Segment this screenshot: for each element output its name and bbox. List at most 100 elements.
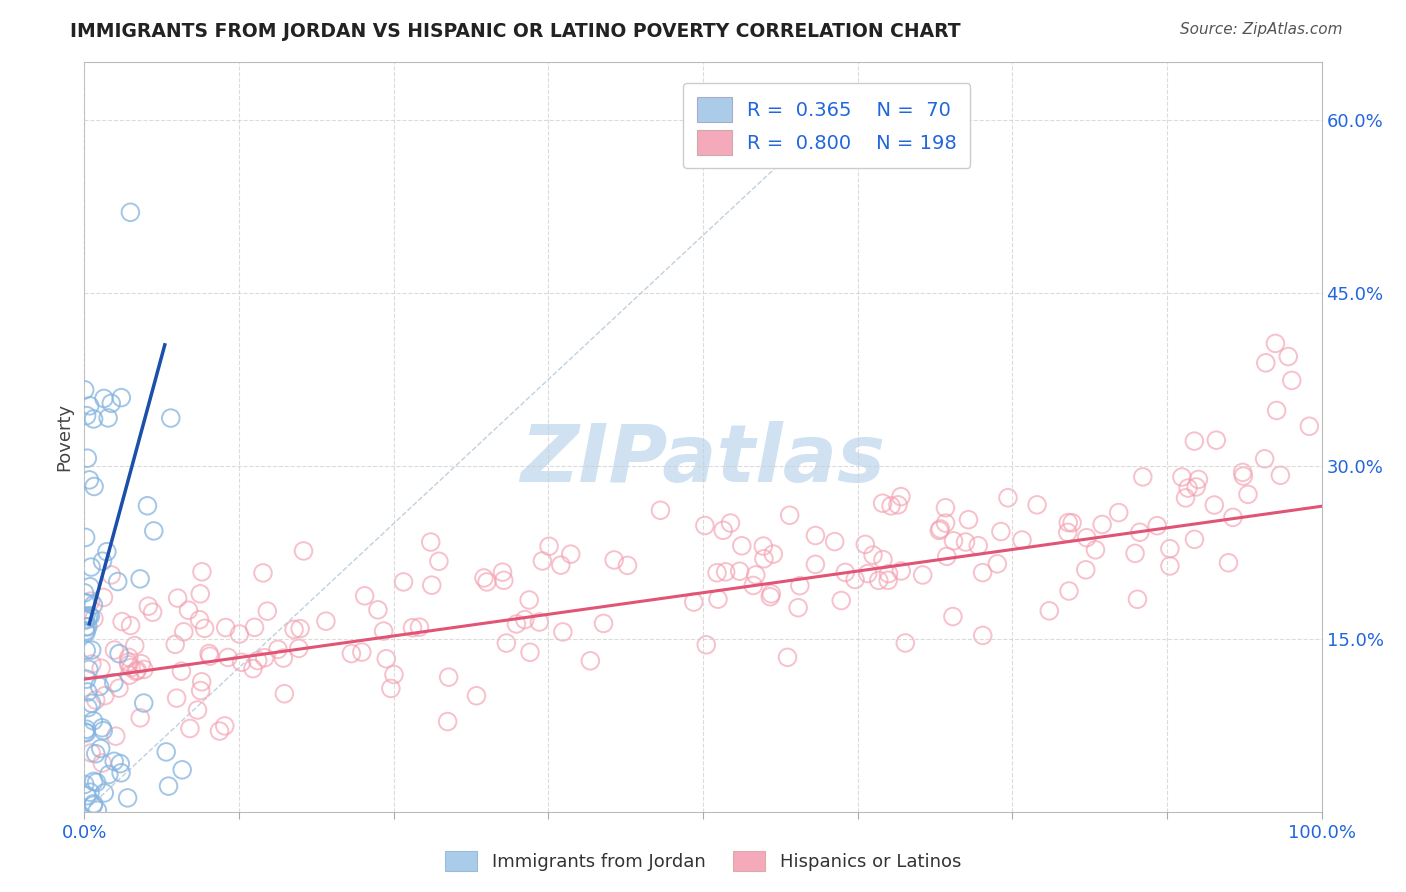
Point	[100, 568, 122, 582]
Point	[142, 524, 165, 538]
Point	[1264, 336, 1286, 351]
Point	[427, 554, 450, 568]
Point	[253, 650, 276, 665]
Point	[76, 451, 98, 466]
Point	[120, 205, 142, 219]
Point	[96, 544, 118, 558]
Point	[1108, 506, 1130, 520]
Point	[231, 655, 253, 669]
Point	[166, 691, 188, 706]
Point	[292, 544, 315, 558]
Point	[79, 785, 101, 799]
Point	[198, 649, 221, 664]
Point	[79, 580, 101, 594]
Point	[132, 663, 155, 677]
Point	[283, 623, 305, 637]
Point	[928, 524, 950, 538]
Point	[75, 723, 97, 737]
Point	[853, 537, 876, 551]
Point	[86, 803, 108, 817]
Point	[538, 539, 561, 553]
Point	[759, 590, 782, 604]
Point	[872, 496, 894, 510]
Point	[287, 641, 309, 656]
Point	[186, 703, 208, 717]
Point	[1084, 542, 1107, 557]
Point	[957, 513, 980, 527]
Point	[942, 533, 965, 548]
Point	[465, 689, 488, 703]
Point	[108, 647, 131, 661]
Point	[82, 798, 104, 813]
Point	[1011, 533, 1033, 547]
Point	[194, 621, 217, 635]
Point	[76, 672, 98, 686]
Point	[125, 665, 148, 679]
Point	[103, 675, 125, 690]
Point	[256, 604, 278, 618]
Point	[97, 411, 120, 425]
Point	[91, 756, 114, 770]
Point	[117, 655, 139, 669]
Point	[83, 797, 105, 811]
Point	[73, 383, 96, 397]
Point	[492, 574, 515, 588]
Point	[934, 500, 956, 515]
Point	[1174, 491, 1197, 505]
Point	[834, 566, 856, 580]
Point	[82, 714, 104, 728]
Point	[1184, 533, 1206, 547]
Point	[972, 566, 994, 580]
Point	[75, 613, 97, 627]
Point	[228, 627, 250, 641]
Point	[110, 756, 132, 771]
Point	[420, 578, 443, 592]
Point	[519, 645, 541, 659]
Point	[1126, 592, 1149, 607]
Point	[83, 479, 105, 493]
Point	[844, 573, 866, 587]
Point	[1265, 403, 1288, 417]
Point	[1123, 546, 1146, 560]
Point	[179, 722, 201, 736]
Point	[80, 643, 103, 657]
Point	[1159, 558, 1181, 573]
Point	[100, 396, 122, 410]
Point	[76, 789, 98, 803]
Point	[75, 726, 97, 740]
Point	[82, 598, 104, 612]
Point	[475, 574, 498, 589]
Point	[693, 518, 716, 533]
Point	[1204, 498, 1226, 512]
Point	[108, 681, 131, 696]
Point	[1232, 466, 1254, 480]
Point	[742, 578, 765, 592]
Point	[77, 662, 100, 676]
Point	[136, 599, 159, 614]
Point	[728, 564, 751, 578]
Point	[84, 693, 107, 707]
Point	[94, 689, 117, 703]
Point	[375, 651, 398, 665]
Point	[711, 523, 734, 537]
Point	[79, 399, 101, 413]
Point	[77, 608, 100, 623]
Point	[120, 660, 142, 674]
Point	[79, 609, 101, 624]
Point	[75, 643, 97, 657]
Text: ZIPatlas: ZIPatlas	[520, 420, 886, 499]
Point	[243, 620, 266, 634]
Point	[73, 725, 96, 739]
Point	[117, 791, 139, 805]
Point	[436, 714, 458, 729]
Point	[214, 719, 236, 733]
Point	[188, 613, 211, 627]
Point	[706, 566, 728, 580]
Point	[1091, 517, 1114, 532]
Point	[127, 663, 149, 677]
Point	[124, 639, 146, 653]
Point	[91, 554, 114, 568]
Point	[165, 637, 187, 651]
Point	[382, 667, 405, 681]
Point	[267, 642, 290, 657]
